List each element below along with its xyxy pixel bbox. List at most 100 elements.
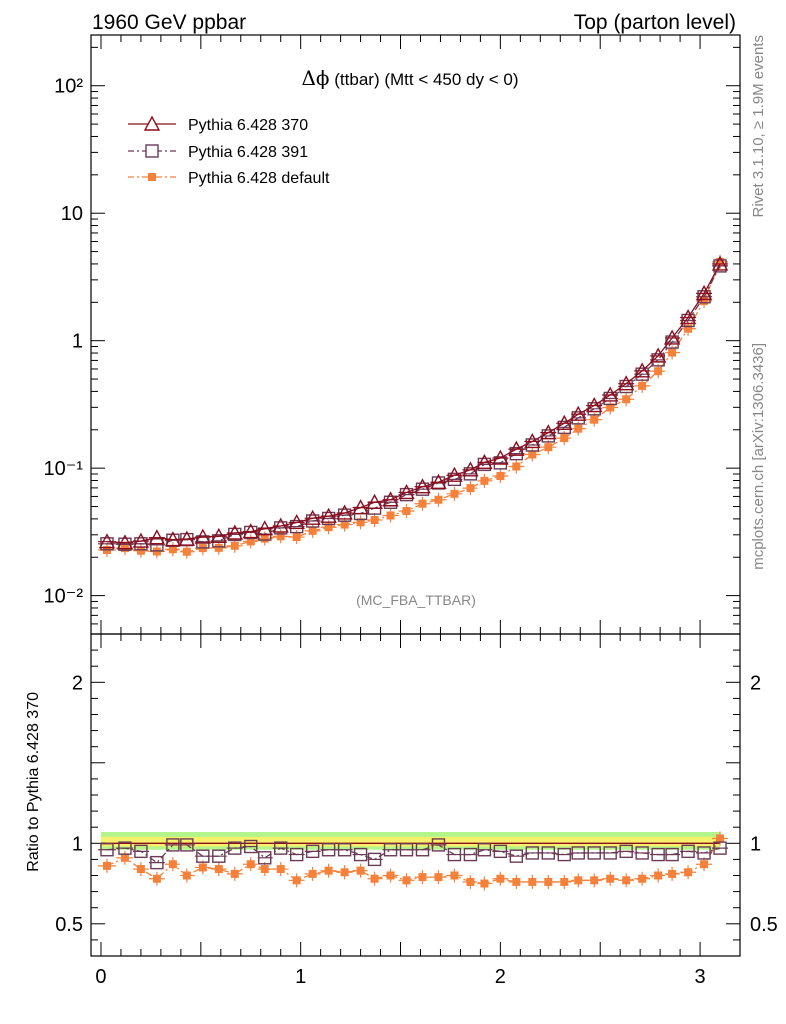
ratio-ytick-label: 1 (72, 833, 83, 855)
ratio-pdef-point (450, 871, 459, 880)
ratio-ytick-label-right: 0.5 (750, 914, 778, 936)
main-pdef-point (700, 296, 709, 305)
ratio-p391-point (603, 846, 617, 860)
main-p370-point (446, 466, 463, 482)
ratio-pdef-point (590, 876, 599, 885)
legend-label-p370: Pythia 6.428 370 (188, 117, 308, 134)
main-p391-point (337, 508, 352, 522)
main-p370-point (476, 453, 493, 470)
main-pdef-point (480, 476, 489, 485)
ratio-p391-point (431, 838, 446, 852)
ratio-pdef-point (340, 868, 349, 877)
main-pdef-point (544, 443, 553, 452)
legend-entry-p391: Pythia 6.428 391 (128, 144, 308, 161)
ratio-pdef-point (402, 876, 411, 885)
main-pdef-point (386, 511, 395, 520)
ratio-pdef-point (230, 869, 239, 878)
main-panel: 10⁻² 10⁻¹ 1 10 10² Δϕ (ttbar) (Mtt < 450 dy … (44, 34, 741, 635)
main-pdef-point (684, 324, 693, 333)
ratio-p391-point (244, 839, 258, 854)
ratio-p391-point (493, 844, 508, 859)
ratio-pdef-point (716, 834, 725, 843)
main-pdef-point (402, 507, 411, 516)
main-pdef-point (590, 415, 599, 424)
ratio-pdef-point (544, 877, 553, 886)
main-p370-point (586, 397, 603, 413)
main-p391-point (321, 511, 336, 526)
main-p391-point (274, 521, 288, 535)
ratio-p391-point (228, 841, 242, 855)
ratio-ytick-label-right: 2 (750, 672, 761, 694)
main-p370-point (570, 405, 587, 421)
ratio-pdef-point (496, 874, 505, 883)
ratio-xtick-label: 1 (295, 966, 306, 988)
ratio-xtick-label: 2 (495, 966, 506, 988)
main-p370-point (398, 483, 415, 500)
ratio-p391-point (571, 846, 585, 860)
ratio-pdef-line (106, 838, 721, 885)
legend-marker-p391 (145, 144, 159, 158)
ratio-p391-point (212, 849, 226, 863)
main-pdef-point (622, 395, 631, 404)
ratio-p391-point (100, 843, 114, 857)
ratio-p391-point (383, 843, 398, 857)
main-pdef-point (450, 489, 459, 498)
main-pdef-point (574, 424, 583, 433)
main-p370-point (695, 284, 713, 301)
ratio-p391-point (619, 844, 633, 859)
ratio-xtick-label: 0 (95, 966, 106, 988)
plot-title-rest: (ttbar) (Mtt < 450 dy < 0) (330, 70, 519, 89)
main-p370-point (524, 432, 541, 449)
ratio-frame (90, 633, 741, 957)
ratio-band (100, 832, 721, 850)
main-p370-point (618, 375, 635, 391)
ratio-panel: 0.5 0.5 1 1 2 2 0 1 2 3 Ratio to Pythia 6.428 37… (25, 633, 778, 988)
main-x-axis (100, 35, 701, 634)
ratio-p391-point (289, 847, 304, 862)
ratio-pdef-point (198, 863, 207, 872)
ratio-p391-point (180, 838, 194, 852)
ratio-pdef-point (512, 877, 521, 886)
plot-title-prefix: Δϕ (301, 66, 329, 90)
main-p370-point (352, 499, 369, 515)
legend-entry-pdef: Pythia 6.428 default (128, 170, 330, 187)
main-p370-point (633, 362, 651, 378)
ratio-pdef-point (654, 871, 663, 880)
header-right: Top (parton level) (574, 11, 736, 34)
main-pdef-point (606, 403, 615, 412)
main-pdef-point (466, 484, 475, 493)
main-ytick-label: 10² (54, 76, 83, 98)
ratio-p391-point (118, 841, 132, 855)
plot-title: Δϕ (ttbar) (Mtt < 450 dy < 0) (301, 66, 518, 90)
main-y-axis: 10⁻² 10⁻¹ 1 10 10² (44, 46, 740, 635)
header-left: 1960 GeV ppbar (92, 11, 246, 34)
ratio-pdef-point (214, 865, 223, 874)
main-p370-point (256, 520, 273, 536)
legend-entry-p370: Pythia 6.428 370 (128, 115, 308, 134)
main-series-layer (97, 254, 729, 559)
ratio-pdef-point (356, 866, 365, 875)
ratio-pdef-point (434, 873, 443, 882)
main-p370-point (556, 414, 573, 430)
main-pdef-point (230, 541, 239, 550)
main-p370-point (711, 255, 729, 271)
ratio-x-axis: 0 1 2 3 (95, 634, 706, 988)
main-p391-line (106, 265, 721, 546)
ratio-p391-point (587, 846, 601, 860)
ratio-pdef-point (418, 873, 427, 882)
main-pdef-point (324, 523, 333, 532)
main-p370-point (98, 533, 116, 549)
main-ytick-label: 10 (61, 203, 83, 225)
main-pdef-point (356, 518, 365, 527)
ratio-p391-point (399, 843, 414, 857)
main-pdef-point (308, 526, 317, 535)
ratio-pdef-point (102, 861, 111, 870)
ratio-pdef-point (308, 869, 317, 878)
ratio-p391-point (415, 843, 430, 857)
main-p370-point (382, 491, 399, 507)
ratio-pdef-point (276, 865, 285, 874)
main-p370-point (164, 531, 182, 547)
main-p370-point (226, 524, 243, 540)
ratio-pdef-point (622, 876, 631, 885)
